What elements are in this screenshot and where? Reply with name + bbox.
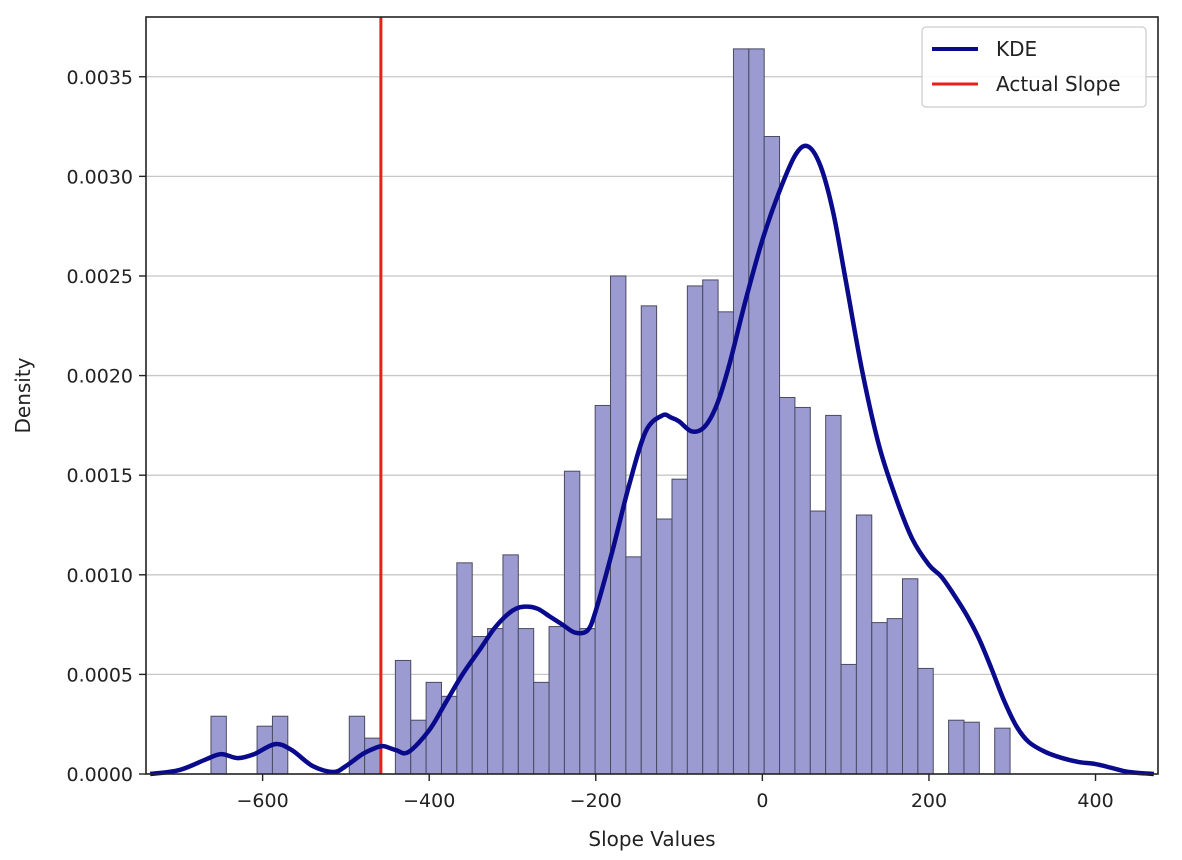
x-tick-label: −200: [570, 790, 622, 812]
histogram-bar: [671, 478, 688, 775]
x-tick-label: 400: [1077, 790, 1113, 812]
histogram-bar: [794, 406, 811, 775]
legend-kde-label: KDE: [996, 37, 1037, 61]
y-tick-label: 0.0035: [67, 67, 133, 89]
y-tick-label: 0.0020: [67, 366, 133, 388]
y-axis-title: Density: [11, 357, 35, 433]
histogram-bar: [502, 554, 519, 775]
histogram-bar: [579, 628, 596, 775]
histogram-bar: [517, 628, 535, 775]
histogram-bar: [533, 681, 550, 775]
histogram-bar: [855, 514, 873, 775]
histogram-bar: [625, 556, 642, 775]
histogram-bar: [656, 518, 673, 775]
y-tick-label: 0.0025: [67, 266, 133, 288]
histogram-bar: [732, 48, 750, 775]
histogram-bar: [779, 396, 796, 775]
x-axis-ticks: −600 −400 −200 0 200 400: [237, 774, 1114, 812]
y-axis-ticks: 0.0000 0.0005 0.0010 0.0015 0.0020 0.0025 0.00…: [67, 67, 146, 786]
histogram-bar: [702, 279, 719, 775]
histogram-bar: [871, 622, 888, 775]
histogram-bar: [886, 618, 904, 775]
legend: KDE Actual Slope: [921, 26, 1147, 108]
histogram-bar: [748, 48, 765, 775]
histogram-bar: [994, 727, 1011, 775]
histogram-bar: [563, 470, 581, 775]
histogram-bar: [364, 737, 381, 775]
x-tick-label: 0: [756, 790, 768, 812]
kde-layer: [149, 143, 1155, 777]
histogram-bar: [840, 663, 857, 775]
histogram-bar: [809, 510, 827, 775]
x-tick-label: −600: [237, 790, 289, 812]
histogram-bar: [963, 721, 980, 775]
histogram-bar: [902, 578, 919, 775]
histogram-bar: [348, 715, 366, 775]
histogram-bar: [686, 285, 704, 775]
kde-curve: [149, 143, 1155, 777]
histogram-bar: [917, 667, 934, 775]
y-tick-label: 0.0000: [67, 764, 133, 786]
y-tick-label: 0.0030: [67, 166, 133, 188]
histogram-bar: [548, 626, 565, 775]
histogram-bar: [210, 715, 227, 775]
histogram-bar: [394, 659, 412, 775]
x-tick-label: −400: [403, 790, 455, 812]
x-tick-label: 200: [911, 790, 947, 812]
y-tick-label: 0.0005: [67, 664, 133, 686]
legend-actual-slope-label: Actual Slope: [996, 72, 1121, 96]
y-tick-label: 0.0010: [67, 565, 133, 587]
histogram-bar: [948, 719, 965, 775]
plot-frame: [145, 16, 1159, 775]
histogram-bar: [825, 414, 842, 775]
x-axis-title: Slope Values: [588, 827, 715, 851]
histogram-bar: [487, 628, 504, 775]
histogram-bars: [210, 48, 1011, 775]
y-tick-label: 0.0015: [67, 465, 133, 487]
histogram-bar: [640, 305, 658, 775]
